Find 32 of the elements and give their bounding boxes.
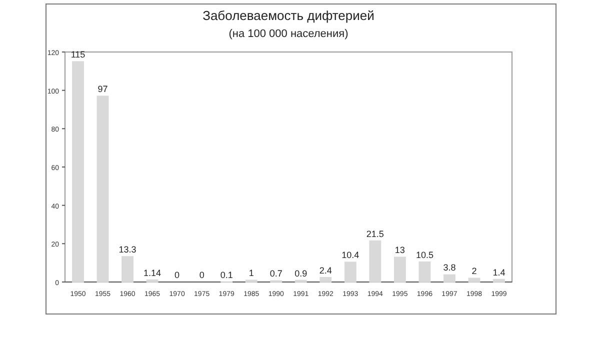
data-label: 1 [248,268,254,278]
data-label: 3.8 [443,262,456,273]
data-label: 0 [199,270,204,280]
bar [394,256,406,282]
bar [122,256,134,282]
chart-title: Заболеваемость дифтерией [202,8,374,23]
bar [96,96,109,282]
bar [369,240,382,282]
bar [418,261,431,282]
data-label: 10.5 [416,250,434,260]
data-label: 13 [394,245,405,256]
bar [72,61,84,282]
data-label: 2 [472,266,477,276]
data-label: 1.14 [144,268,162,278]
chart-subtitle: (на 100 000 населения) [228,28,348,40]
bar [468,278,480,282]
bar [146,279,158,282]
data-label: 10.4 [342,250,360,260]
data-label: 13.3 [118,244,136,255]
bar [344,262,356,282]
data-label: 1.4 [492,267,506,278]
data-label: 21.5 [366,228,384,239]
data-label: 2.4 [319,265,332,276]
data-label: 0.7 [270,268,282,279]
bar [444,274,456,282]
bar [493,278,505,282]
data-label: 0.9 [294,268,308,278]
data-label: 0.1 [220,270,233,280]
data-label: 115 [70,50,86,60]
data-label: 97 [98,84,108,94]
data-label: 0 [174,270,180,280]
bar [320,277,332,282]
